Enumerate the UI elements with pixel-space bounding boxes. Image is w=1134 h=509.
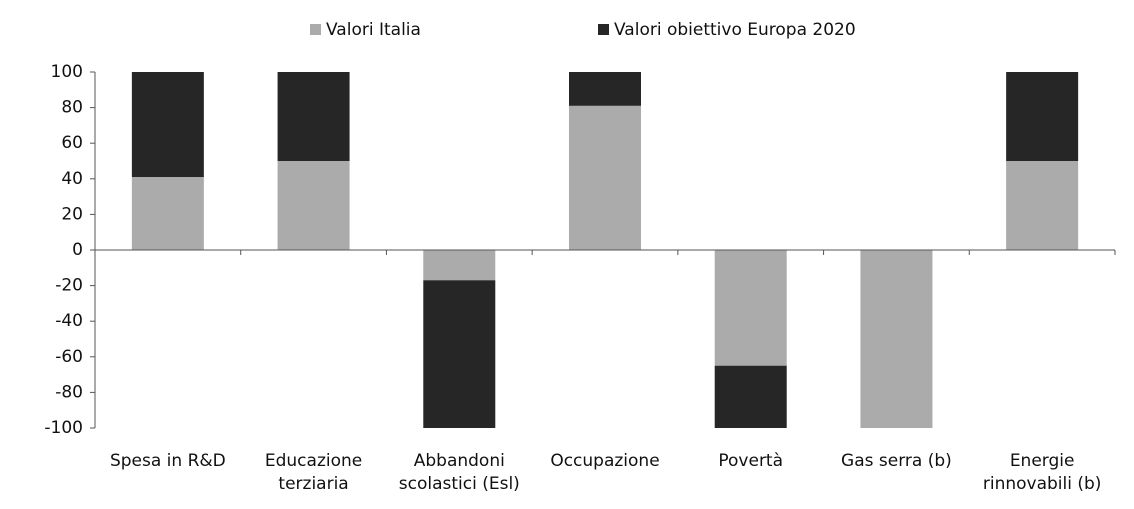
x-tick-label: Occupazione [550, 451, 660, 471]
bar-segment [277, 161, 350, 250]
x-tick-label: Spesa in R&D [109, 451, 226, 471]
bar-segment [569, 105, 641, 250]
y-tick-label: -100 [44, 418, 83, 438]
x-tick-label: Educazione terziaria [264, 451, 363, 494]
legend-label: Valori obiettivo Europa 2020 [614, 20, 856, 40]
bar-segment [860, 250, 933, 428]
y-tick-label: -80 [55, 382, 83, 402]
y-tick-label: 60 [61, 133, 83, 153]
legend-swatch [598, 24, 609, 35]
y-tick-label: -20 [55, 276, 83, 296]
bar-segment [131, 72, 204, 178]
bar-segment [714, 250, 787, 366]
legend-label: Valori Italia [326, 20, 421, 40]
bar-segment [131, 177, 204, 250]
x-tick-label: Gas serra (b) [841, 451, 952, 471]
legend-swatch [310, 24, 321, 35]
y-tick-label: -40 [55, 311, 83, 331]
y-tick-label: 80 [61, 98, 83, 118]
x-tick-label: Povertà [718, 451, 784, 471]
bar-segment [423, 280, 496, 428]
x-tick-label: Abbandoni scolastici (Esl) [398, 451, 520, 494]
y-tick-label: 100 [51, 62, 83, 82]
y-tick-label: 40 [61, 169, 83, 189]
y-tick-label: -60 [55, 347, 83, 367]
y-tick-label: 20 [61, 204, 83, 224]
bar-segment [423, 250, 496, 281]
bar-segment [1006, 161, 1079, 250]
y-tick-label: 0 [72, 240, 83, 260]
bar-segment [1006, 72, 1079, 161]
x-tick-label: Energie rinnovabili (b) [982, 451, 1102, 494]
bar-segment [569, 72, 641, 106]
bar-segment [714, 365, 787, 428]
bar-segment [277, 72, 350, 161]
